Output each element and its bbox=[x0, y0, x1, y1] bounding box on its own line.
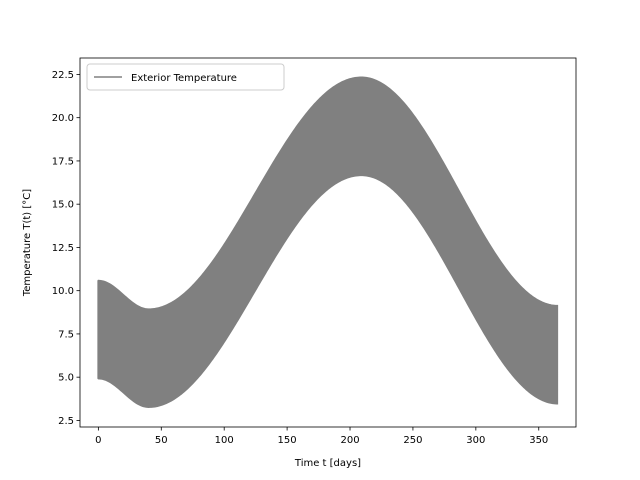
legend-entry-label: Exterior Temperature bbox=[131, 73, 237, 84]
plot-area bbox=[97, 76, 559, 408]
series-exterior-temperature bbox=[97, 76, 559, 408]
x-tick-label: 250 bbox=[403, 435, 422, 446]
x-tick-label: 350 bbox=[529, 435, 548, 446]
x-tick-label: 100 bbox=[215, 435, 234, 446]
y-tick-label: 17.5 bbox=[52, 156, 74, 167]
x-tick-label: 200 bbox=[340, 435, 359, 446]
axes-frame bbox=[79, 57, 577, 428]
y-tick-label: 5.0 bbox=[58, 373, 74, 384]
y-tick-label: 2.5 bbox=[58, 416, 74, 427]
legend-box bbox=[86, 63, 285, 91]
x-tick-label: 300 bbox=[466, 435, 485, 446]
x-axis-label: Time t [days] bbox=[294, 458, 361, 469]
y-axis-label: Temperature T(t) [°C] bbox=[22, 189, 33, 297]
y-tick-label: 20.0 bbox=[52, 113, 74, 124]
x-axis: 0 50 100 150 200 250 300 350 bbox=[95, 427, 548, 446]
y-tick-label: 10.0 bbox=[52, 286, 74, 297]
y-tick-label: 22.5 bbox=[52, 70, 74, 81]
x-tick-label: 50 bbox=[155, 435, 168, 446]
y-axis: 2.5 5.0 7.5 10.0 12.5 15.0 17.5 20.0 22.5 bbox=[52, 70, 80, 427]
y-tick-label: 15.0 bbox=[52, 200, 74, 211]
x-tick-label: 150 bbox=[278, 435, 297, 446]
y-tick-label: 7.5 bbox=[58, 329, 74, 340]
y-tick-label: 12.5 bbox=[52, 243, 74, 254]
x-tick-label: 0 bbox=[95, 435, 101, 446]
legend: Exterior Temperature bbox=[86, 63, 285, 91]
